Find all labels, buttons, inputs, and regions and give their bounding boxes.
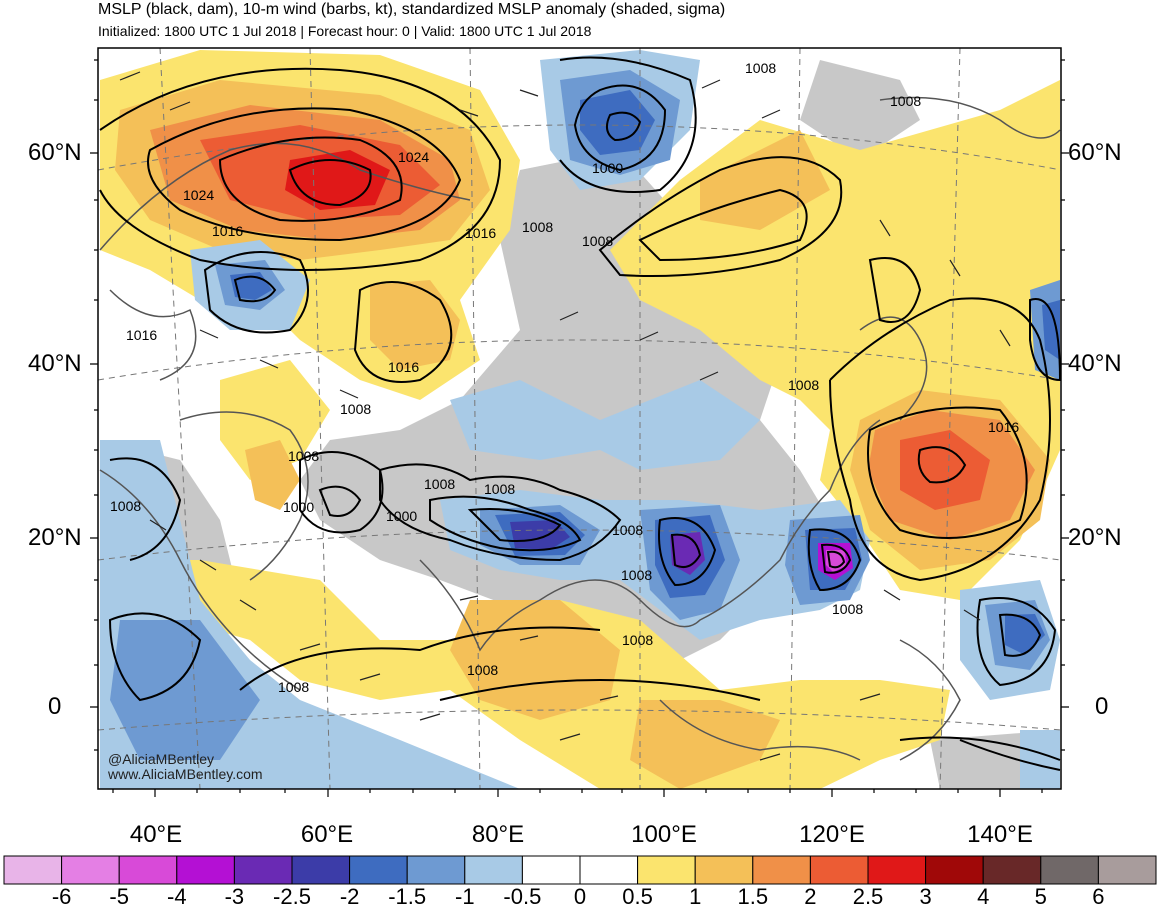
contour-label: 1024 (183, 187, 214, 203)
contour-label: 1008 (340, 401, 371, 417)
colorbar-swatch (176, 855, 235, 885)
contour-label: 1008 (622, 632, 653, 648)
colorbar-swatch (349, 855, 408, 885)
colorbar-swatch (694, 855, 754, 885)
contour-label: 1024 (398, 149, 429, 165)
credit-url: www.AliciaMBentley.com (108, 766, 263, 782)
contour-label: 1008 (890, 93, 921, 109)
lat-label-right: 20°N (1068, 524, 1122, 551)
colorbar-tick-label: 0 (573, 884, 587, 909)
lat-label-left: 60°N (28, 139, 82, 166)
lat-label-right: 0 (1095, 693, 1109, 720)
contour-label: 1008 (484, 481, 515, 497)
colorbar-swatch (752, 855, 811, 885)
colorbar-tick-label: -3 (224, 884, 245, 909)
lat-label-right: 60°N (1068, 139, 1122, 166)
colorbar-swatch (521, 855, 581, 885)
colorbar-tick-label: -4 (167, 884, 187, 909)
contour-labels: 1024 1024 1016 1016 1016 1016 1008 1008 … (110, 60, 1019, 695)
contour-label: 1016 (988, 419, 1019, 435)
colorbar-tick-label: 6 (1092, 884, 1105, 909)
lat-label-right: 40°N (1068, 350, 1122, 377)
contour-label: 1016 (212, 223, 243, 239)
contour-label: 1008 (522, 219, 553, 235)
contour-label: 1008 (110, 498, 141, 514)
colorbar-swatch (118, 855, 178, 885)
contour-label: 1000 (592, 160, 623, 176)
credit-handle: @AliciaMBentley (108, 751, 215, 767)
colorbar-tick-label: 1.5 (737, 884, 769, 909)
colorbar-tick-label: -2 (339, 884, 360, 909)
map-subtitle: Initialized: 1800 UTC 1 Jul 2018 | Forec… (98, 23, 592, 39)
colorbar-swatch (1040, 855, 1099, 885)
colorbar-tick-label: 4 (977, 884, 990, 909)
contour-label: 1008 (745, 60, 776, 76)
contour-label: 1008 (621, 567, 652, 583)
lon-label: 40°E (129, 821, 183, 848)
mslp-contours (99, 56, 1061, 771)
colorbar-tick-label: 0.5 (622, 884, 653, 909)
contour-label: 1008 (288, 448, 319, 464)
contour-label: 1008 (788, 377, 819, 393)
colorbar-swatch (867, 855, 927, 885)
contour-label: 1008 (278, 679, 309, 695)
contour-label: 1008 (582, 233, 613, 249)
colorbar-tick-label: 2 (804, 884, 817, 909)
lon-label: 140°E (967, 821, 1033, 848)
lon-label: 60°E (300, 821, 354, 848)
lat-label-left: 0 (48, 693, 62, 720)
contour-label: 1008 (612, 522, 643, 538)
wind-barbs (119, 71, 1011, 761)
colorbar-swatch (291, 855, 351, 885)
colorbar-swatch (579, 855, 639, 885)
map-plot-area: 1024 1024 1016 1016 1016 1016 1008 1008 … (98, 48, 1061, 789)
colorbar-tick-label: 5 (1034, 884, 1047, 909)
colorbar-tick-label: -2.5 (273, 884, 311, 909)
colorbar-swatch (464, 855, 523, 885)
lat-label-left: 40°N (28, 350, 82, 377)
colorbar-swatch (406, 855, 466, 885)
contour-label: 1000 (283, 499, 314, 515)
contour-label: 1016 (126, 327, 157, 343)
contour-label: 1016 (388, 359, 419, 375)
graticule (98, 48, 1061, 789)
lon-label: 100°E (631, 821, 697, 848)
contour-label: 1008 (424, 476, 455, 492)
contour-label: 1008 (832, 601, 863, 617)
colorbar-swatch (3, 855, 63, 885)
colorbar-swatch (925, 855, 984, 885)
colorbar-tick-label: -1.5 (388, 884, 427, 909)
colorbar-swatch (637, 855, 696, 885)
lon-label: 80°E (471, 821, 525, 848)
contour-label: 1000 (386, 508, 417, 524)
colorbar-swatch (61, 855, 120, 885)
map-frame (97, 47, 1062, 790)
axis-ticks (90, 59, 1069, 797)
lon-label: 120°E (799, 821, 865, 848)
colorbar-tick-label: -0.5 (503, 884, 542, 909)
coastlines (99, 96, 1061, 761)
colorbar-swatch (982, 855, 1042, 885)
colorbar-tick-label: 1 (689, 884, 702, 909)
map-title: MSLP (black, dam), 10-m wind (barbs, kt)… (98, 1, 726, 18)
positive-anomaly-shading (100, 50, 1060, 789)
colorbar-swatch (233, 855, 293, 885)
colorbar (3, 855, 1157, 885)
contour-label: 1016 (465, 225, 496, 241)
colorbar-tick-label: 2.5 (852, 884, 884, 909)
contour-label: 1008 (467, 662, 498, 678)
lat-label-left: 20°N (28, 524, 82, 551)
colorbar-swatch (1097, 855, 1157, 885)
colorbar-tick-label: 3 (919, 884, 932, 909)
colorbar-tick-label: -1 (455, 884, 475, 909)
negative-anomaly-shading (100, 50, 1060, 789)
colorbar-swatch (809, 855, 869, 885)
colorbar-tick-label: -5 (109, 884, 129, 909)
colorbar-tick-label: -6 (51, 884, 72, 909)
